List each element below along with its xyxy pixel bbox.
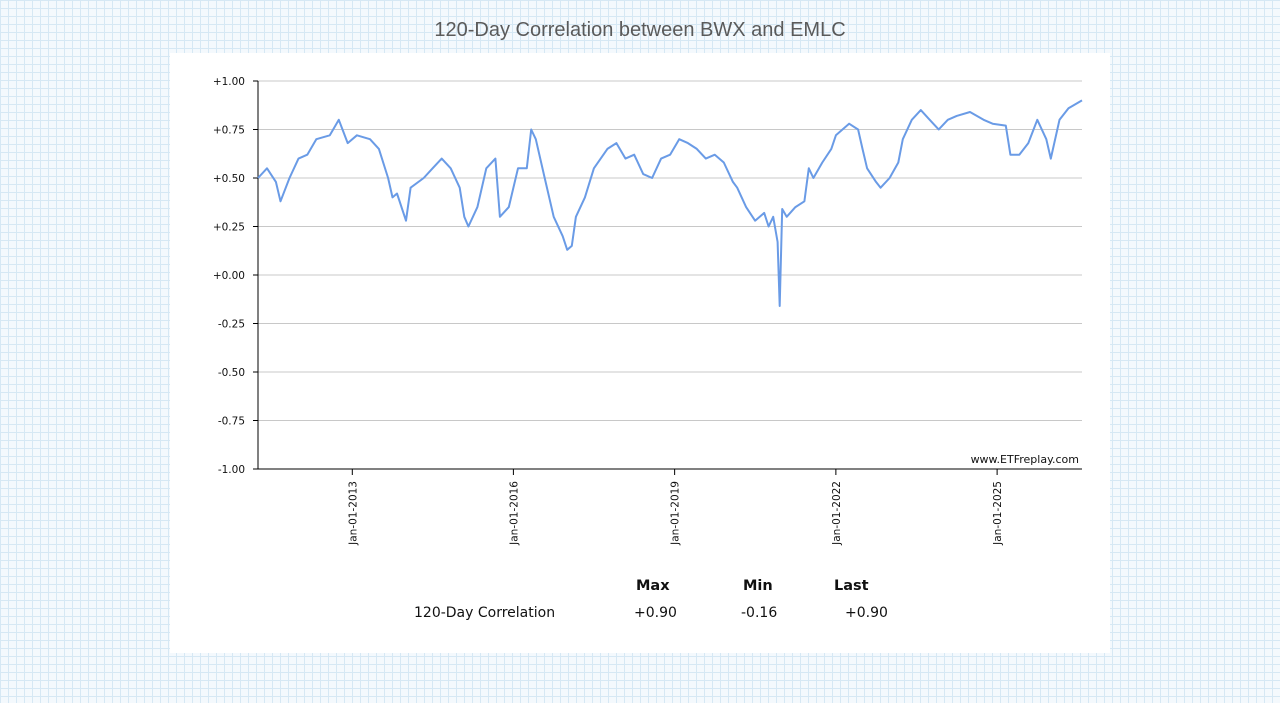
stats-last-value: +0.90 <box>845 605 888 621</box>
x-tick-label: Jan-01-2025 <box>992 481 1004 546</box>
stats-header-max: Max <box>636 578 670 594</box>
stats-min-value: -0.16 <box>741 605 778 621</box>
y-tick-label: -0.50 <box>218 367 245 379</box>
chart-title: 120-Day Correlation between BWX and EMLC <box>434 19 846 41</box>
watermark: www.ETFreplay.com <box>971 453 1079 466</box>
series-line <box>257 99 1083 307</box>
correlation-chart: +1.00 +0.75 +0.50 +0.25 +0.00 -0.25 -0.50 -0.75… <box>213 76 1083 546</box>
series-group <box>257 99 1083 307</box>
y-axis-ticks: +1.00 +0.75 +0.50 +0.25 +0.00 -0.25 -0.50 -0.75… <box>213 76 258 476</box>
y-tick-label: +0.25 <box>213 222 245 234</box>
x-tick-label: Jan-01-2019 <box>670 481 682 546</box>
stats-row-label: 120-Day Correlation <box>414 605 556 621</box>
y-tick-label: -0.25 <box>218 319 245 331</box>
x-axis-ticks: Jan-01-2013 Jan-01-2016 Jan-01-2019 Jan-01-… <box>347 469 1004 546</box>
stats-max-value: +0.90 <box>634 605 677 621</box>
chart-panel: +1.00 +0.75 +0.50 +0.25 +0.00 -0.25 -0.50 -0.75… <box>170 53 1110 653</box>
y-tick-label: +0.50 <box>213 173 245 185</box>
x-tick-label: Jan-01-2013 <box>347 481 359 546</box>
y-tick-label: +1.00 <box>213 76 245 88</box>
x-tick-label: Jan-01-2016 <box>508 481 520 546</box>
y-tick-label: -0.75 <box>218 416 245 428</box>
stats-header-last: Last <box>834 578 869 594</box>
y-tick-label: +0.75 <box>213 125 245 137</box>
stats-header-min: Min <box>743 578 773 594</box>
y-tick-label: +0.00 <box>213 270 245 282</box>
x-tick-label: Jan-01-2022 <box>831 481 843 546</box>
y-tick-label: -1.00 <box>218 464 245 476</box>
axes <box>257 81 1082 470</box>
stats-table: Max Min Last 120-Day Correlation +0.90 -… <box>170 53 1110 653</box>
